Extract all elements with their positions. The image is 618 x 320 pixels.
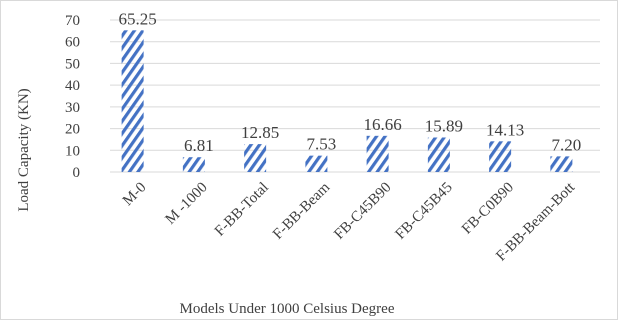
data-label: 7.53 xyxy=(307,135,337,154)
bar xyxy=(489,141,512,172)
bars xyxy=(121,30,573,172)
x-tick-label: F-BB-Total xyxy=(212,180,272,240)
y-tick-label: 10 xyxy=(65,143,80,159)
bar xyxy=(121,30,144,172)
y-axis-title: Load Capacity (KN) xyxy=(16,88,32,211)
y-axis-ticks: 0 10 20 30 40 50 60 70 xyxy=(65,13,80,181)
y-tick-label: 60 xyxy=(65,35,80,51)
x-tick-label: F-BB-Beam xyxy=(270,179,333,242)
data-label: 15.89 xyxy=(425,116,463,135)
data-label: 7.20 xyxy=(552,135,582,154)
bar xyxy=(550,156,573,172)
y-tick-label: 20 xyxy=(65,122,80,138)
x-tick-label: FB-C45B90 xyxy=(331,180,394,243)
data-label: 14.13 xyxy=(486,120,524,139)
y-tick-label: 50 xyxy=(65,56,80,72)
data-label: 12.85 xyxy=(241,123,279,142)
bar xyxy=(182,157,205,172)
x-tick-label: M-0 xyxy=(120,180,150,210)
bar xyxy=(427,137,450,172)
x-axis-title: Models Under 1000 Celsius Degree xyxy=(180,301,395,317)
bar xyxy=(366,135,389,172)
bar xyxy=(244,144,267,172)
data-label: 65.25 xyxy=(119,9,157,28)
data-label: 16.66 xyxy=(364,115,402,134)
y-tick-label: 30 xyxy=(65,100,80,116)
x-axis-labels: M-0 M -1000 F-BB-TotalF-BB-BeamFB-C45B90FB… xyxy=(120,179,579,265)
y-tick-label: 70 xyxy=(65,13,80,29)
bar xyxy=(305,155,328,172)
x-tick-label: M -1000 xyxy=(163,180,211,228)
y-tick-label: 40 xyxy=(65,78,80,94)
data-label: 6.81 xyxy=(184,136,214,155)
x-tick-label: FB-C45B45 xyxy=(393,180,456,243)
y-tick-label: 0 xyxy=(73,165,81,181)
data-labels: 65.25 6.81 12.85 7.53 16.66 15.89 14.13 7.20 xyxy=(119,9,582,155)
x-tick-label: FB-C0B90 xyxy=(459,180,517,238)
